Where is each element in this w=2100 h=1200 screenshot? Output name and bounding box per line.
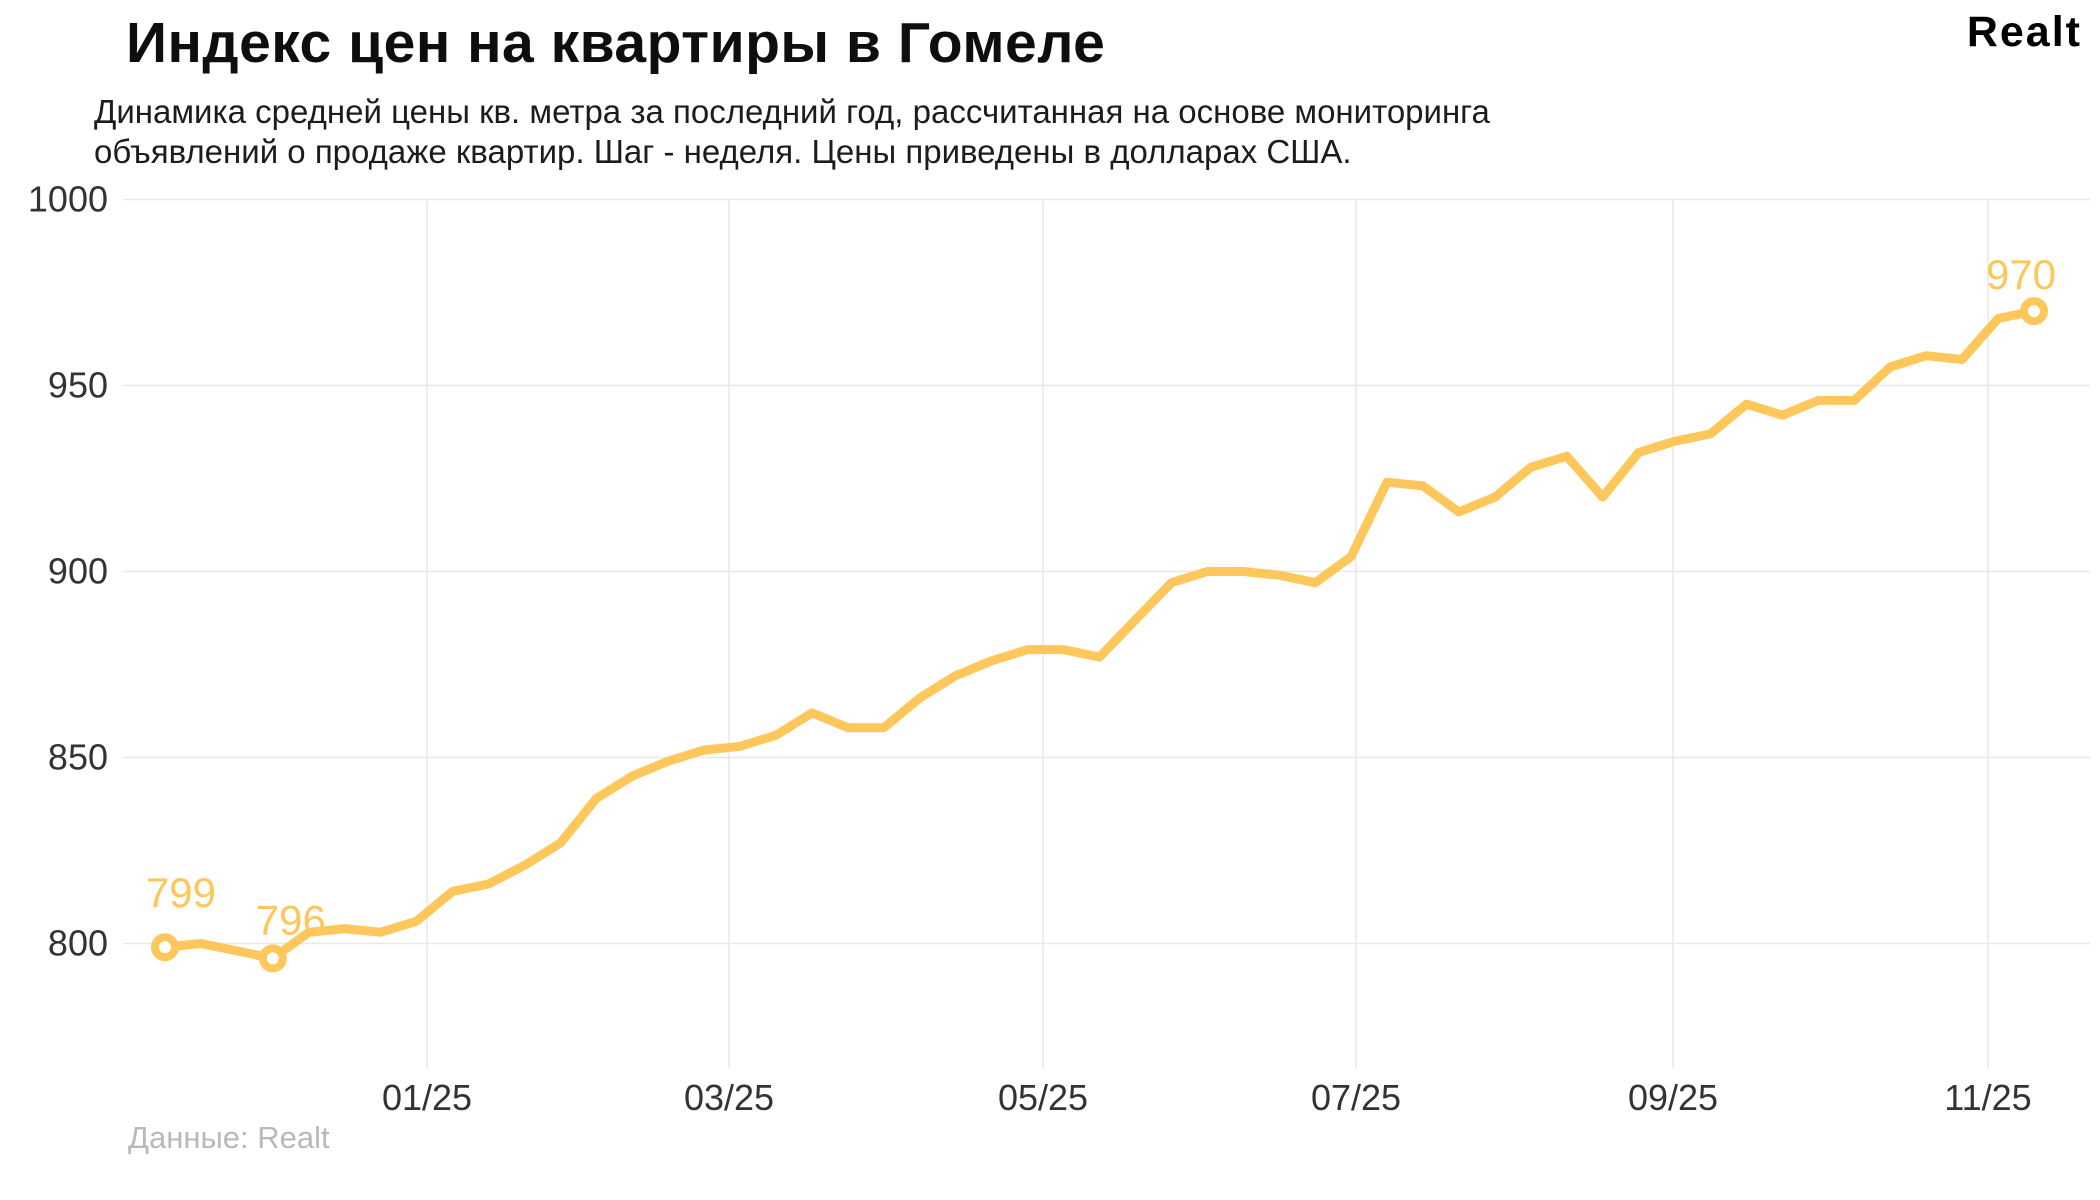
subtitle-line-2: объявлений о продаже квартир. Шаг - неде… bbox=[94, 133, 1352, 170]
price-line bbox=[160, 306, 2039, 963]
y-axis-label-1000: 1000 bbox=[28, 179, 108, 220]
x-axis-label-03/25: 03/25 bbox=[684, 1077, 774, 1118]
data-point-label-799: 799 bbox=[146, 869, 216, 916]
x-axis-label-05/25: 05/25 bbox=[998, 1077, 1088, 1118]
data-point-marker-796 bbox=[258, 944, 287, 973]
x-axis-label-07/25: 07/25 bbox=[1311, 1077, 1401, 1118]
x-axis-label-11/25: 11/25 bbox=[1944, 1077, 2031, 1118]
data-point-label-796: 796 bbox=[256, 896, 326, 943]
page-title: Индекс цен на квартиры в Гомеле bbox=[126, 11, 1106, 75]
realt-logo: Realt bbox=[1966, 8, 2082, 56]
data-point-marker-970 bbox=[2020, 297, 2048, 326]
y-axis-label-800: 800 bbox=[48, 923, 108, 964]
subtitle-line-1: Динамика средней цены кв. метра за после… bbox=[94, 93, 1490, 130]
data-source-note: Данные: Realt bbox=[128, 1120, 330, 1155]
x-axis-label-01/25: 01/25 bbox=[382, 1077, 472, 1118]
x-axis-label-09/25: 09/25 bbox=[1628, 1077, 1718, 1118]
data-point-marker-799 bbox=[151, 933, 179, 962]
data-point-label-970: 970 bbox=[1986, 251, 2056, 298]
chart-subtitle: Динамика средней цены кв. метра за после… bbox=[94, 92, 1490, 172]
y-axis-label-850: 850 bbox=[48, 737, 108, 778]
y-axis-label-900: 900 bbox=[48, 551, 108, 592]
y-axis-label-950: 950 bbox=[48, 365, 108, 406]
